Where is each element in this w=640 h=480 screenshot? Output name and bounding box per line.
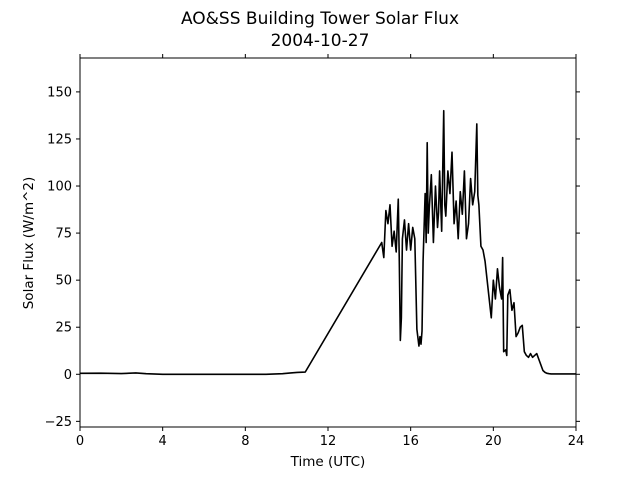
y-tick-label: 100 [47,180,72,195]
y-axis-label: Solar Flux (W/m^2) [21,177,37,310]
y-tick-label: 0 [64,368,72,383]
y-tick-label: 150 [47,85,72,100]
chart-title: AO&SS Building Tower Solar Flux [181,9,459,29]
x-axis-label: Time (UTC) [290,454,366,470]
x-tick-label: 24 [568,434,585,449]
y-tick-label: 25 [55,321,72,336]
y-tick-label: −25 [45,415,72,430]
y-tick-label: 75 [55,227,72,242]
x-axis: 0 4 8 12 16 20 24 [76,54,584,449]
y-tick-label: 50 [55,274,72,289]
y-tick-label: 125 [47,132,72,147]
series-line-0 [79,109,576,376]
x-tick-label: 4 [159,434,167,449]
x-tick-label: 20 [485,434,502,449]
x-tick-label: 0 [76,434,84,449]
x-tick-label: 12 [320,434,337,449]
chart-subtitle: 2004-10-27 [271,31,370,51]
x-tick-label: 8 [241,434,249,449]
plot-frame [79,57,577,428]
y-axis: −25 0 25 50 75 100 125 150 [45,85,580,430]
plot-area [79,109,576,376]
x-tick-label: 16 [402,434,419,449]
